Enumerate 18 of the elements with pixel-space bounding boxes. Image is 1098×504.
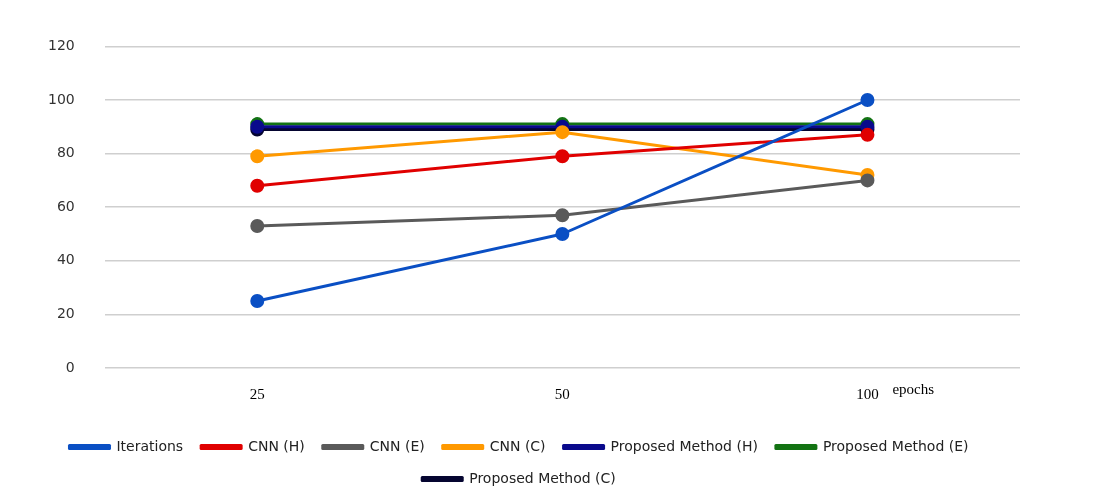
y-tick-label: 80 xyxy=(56,144,75,161)
y-tick-label: 60 xyxy=(56,197,75,214)
x-axis-title: epochs xyxy=(892,380,935,397)
y-tick-label: 120 xyxy=(47,37,75,54)
legend-label: CNN (H) xyxy=(248,437,305,454)
x-tick-label: 50 xyxy=(554,385,570,402)
legend-label: Proposed Method (C) xyxy=(469,469,616,486)
legend-label: CNN (E) xyxy=(369,437,425,454)
legend-label: Iterations xyxy=(116,437,184,454)
x-tick-label: 100 xyxy=(856,385,879,402)
y-tick-label: 0 xyxy=(65,358,75,375)
y-tick-label: 100 xyxy=(47,90,75,107)
legend-label: CNN (C) xyxy=(489,437,546,454)
y-tick-label: 20 xyxy=(56,305,75,322)
y-tick-label: 40 xyxy=(56,251,75,268)
x-tick-label: 25 xyxy=(249,385,265,402)
legend-label: Proposed Method (E) xyxy=(822,437,969,454)
legend-label: Proposed Method (H) xyxy=(610,437,758,454)
